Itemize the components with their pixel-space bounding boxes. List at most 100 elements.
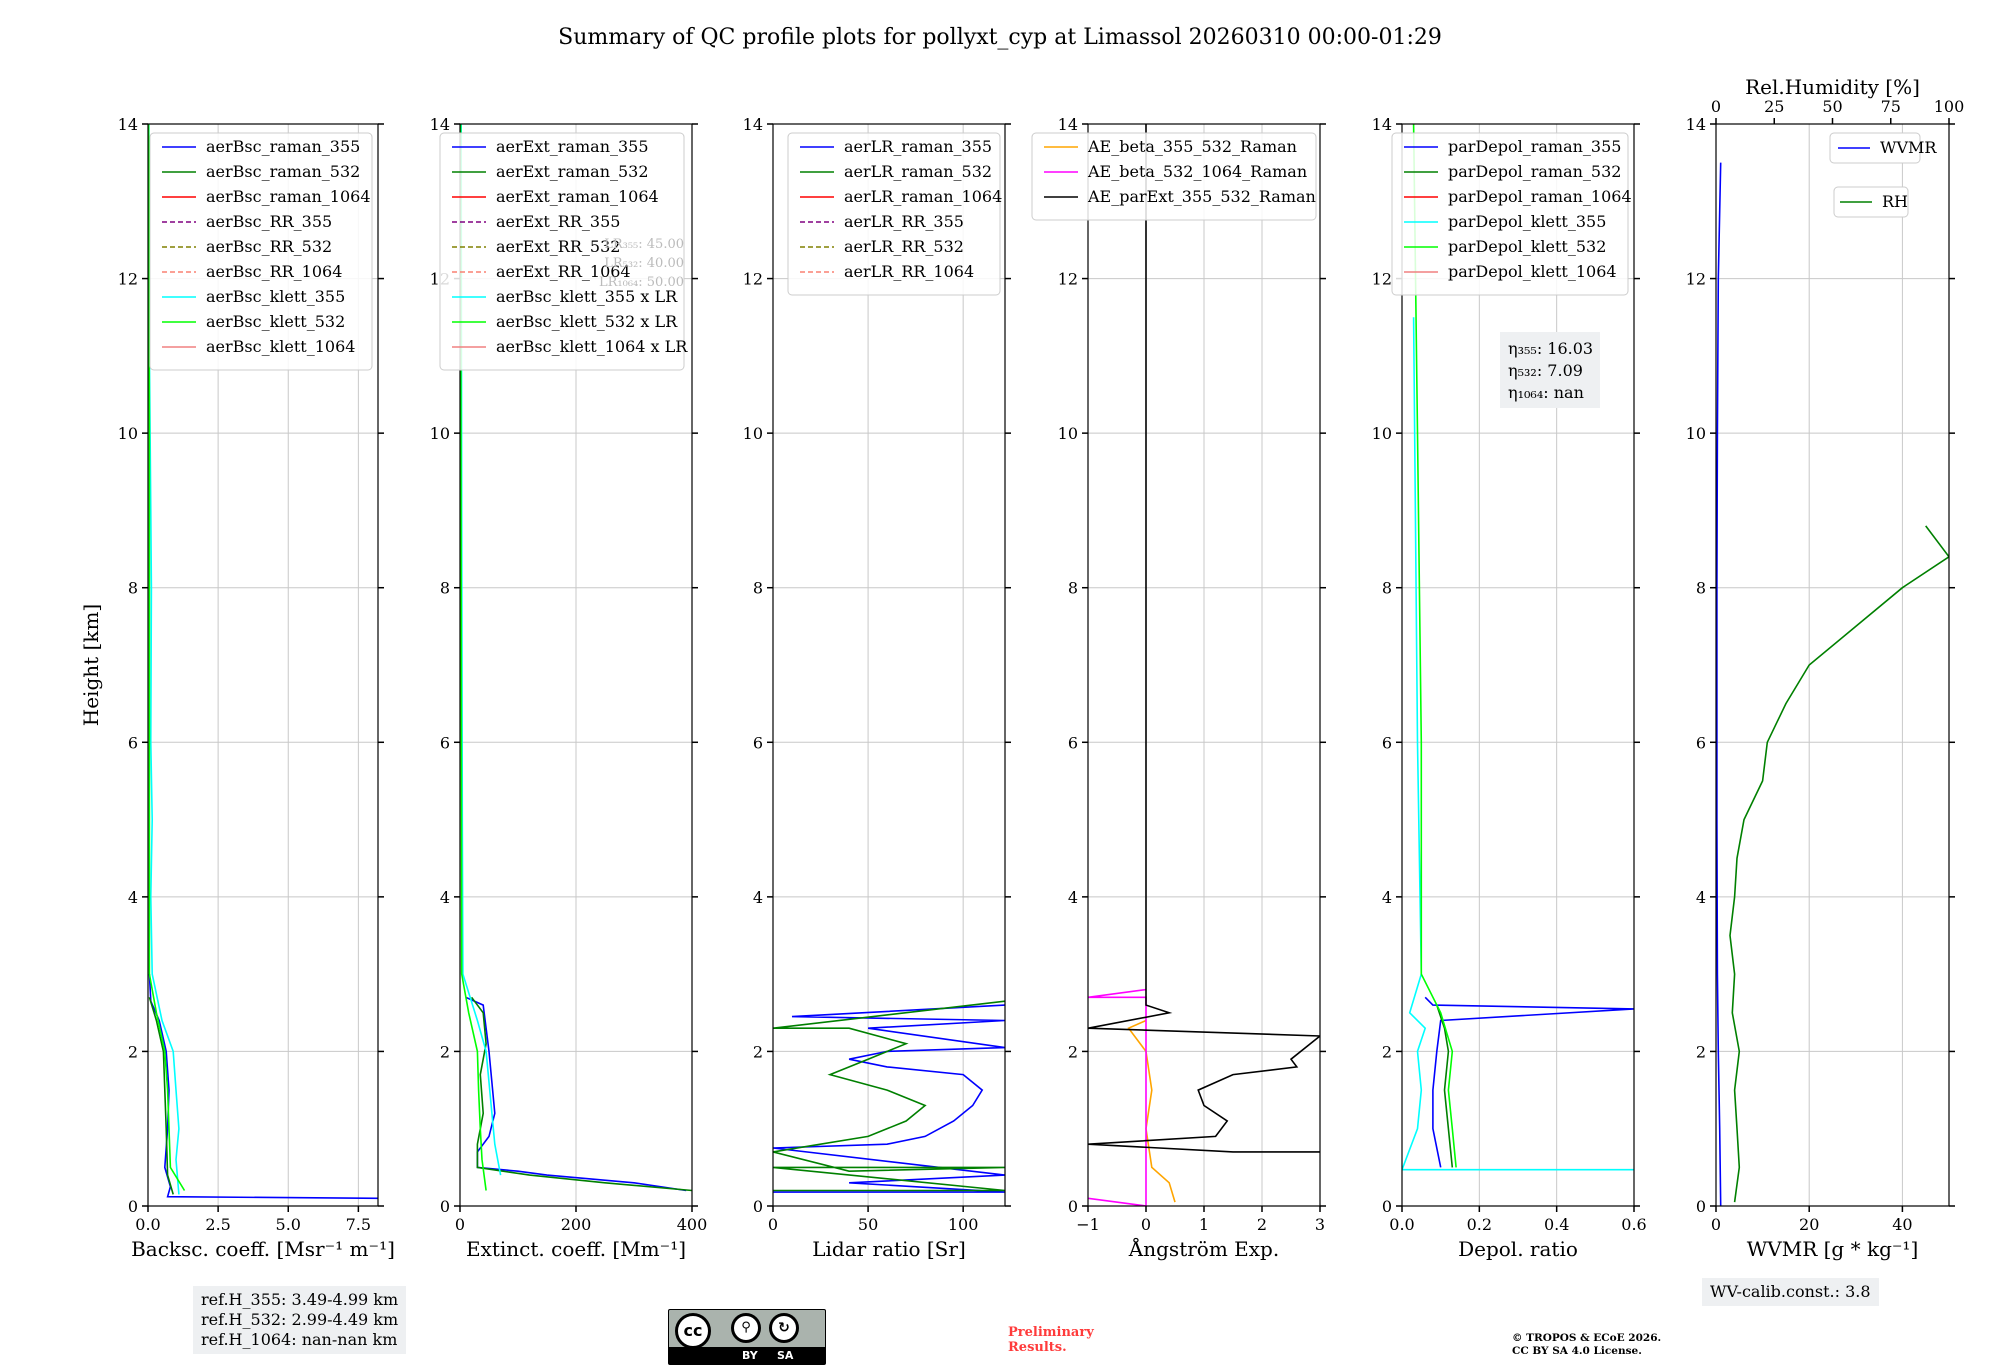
by-person-icon: ⚲ bbox=[731, 1313, 761, 1343]
x-tick-label: 0 bbox=[768, 1215, 778, 1234]
legend-entry: aerBsc_RR_532 bbox=[206, 237, 332, 256]
x-tick-label: 0.6 bbox=[1621, 1215, 1646, 1234]
series-line-aerBsc_raman_355 bbox=[148, 974, 378, 1200]
legend-entry: aerBsc_klett_532 x LR bbox=[496, 312, 678, 331]
legend-entry: aerLR_raman_1064 bbox=[844, 187, 1002, 206]
panel-backscatter: 0 2 4 6 8 10 12 14 0.0 2.5 5.0 7.5 Backsc. coeff. [M… bbox=[79, 115, 395, 1261]
y-tick-label: 10 bbox=[430, 424, 450, 443]
series-line-parDepol_klett_532 bbox=[1412, 124, 1457, 1168]
x-tick-label: 40 bbox=[1892, 1215, 1912, 1234]
top-x-tick-label: 50 bbox=[1822, 97, 1842, 116]
eta-label: η₃₅₅: 16.03 bbox=[1508, 339, 1593, 358]
y-tick-label: 6 bbox=[753, 733, 763, 752]
series-group bbox=[460, 124, 692, 1192]
y-tick-label: 14 bbox=[430, 115, 450, 134]
y-tick-label: 4 bbox=[440, 888, 450, 907]
x-tick-label: 400 bbox=[677, 1215, 708, 1234]
lr-label: LR₅₃₂: 40.00 bbox=[604, 256, 684, 271]
legend-entry: aerBsc_klett_355 x LR bbox=[496, 287, 678, 306]
legend: aerExt_raman_355 aerExt_raman_532 aerExt_r… bbox=[439, 132, 688, 371]
legend-entry: aerExt_raman_532 bbox=[496, 162, 649, 181]
panel-frame bbox=[1401, 123, 1635, 1207]
legend-frame bbox=[149, 132, 373, 371]
legend-entry: aerLR_RR_355 bbox=[844, 212, 964, 231]
x-tick-label: 5.0 bbox=[276, 1215, 301, 1234]
legend-entry: aerLR_RR_532 bbox=[844, 237, 964, 256]
legend: parDepol_raman_355 parDepol_raman_532 parD… bbox=[1391, 132, 1632, 296]
x-axis-label: Lidar ratio [Sr] bbox=[812, 1237, 966, 1261]
x-tick-label: 20 bbox=[1799, 1215, 1819, 1234]
x-tick-label: 0 bbox=[1711, 1215, 1721, 1234]
top-x-tick-label: 100 bbox=[1934, 97, 1965, 116]
y-tick-label: 8 bbox=[1068, 579, 1078, 598]
x-tick-label: 0 bbox=[455, 1215, 465, 1234]
series-group bbox=[1716, 162, 1949, 1206]
x-axis-label: Ångström Exp. bbox=[1128, 1236, 1279, 1261]
legend-entry: parDepol_raman_355 bbox=[1448, 137, 1621, 156]
x-tick-label: 100 bbox=[948, 1215, 979, 1234]
top-axis-label: Rel.Humidity [%] bbox=[1745, 75, 1920, 99]
x-tick-label: 200 bbox=[561, 1215, 592, 1234]
y-tick-label: 2 bbox=[1068, 1042, 1078, 1061]
cc-by-label: BY bbox=[742, 1349, 758, 1362]
series-line-aerExt_raman_532 bbox=[470, 996, 692, 1192]
x-axis-label: WVMR [g * kg⁻¹] bbox=[1747, 1237, 1919, 1261]
y-tick-label: 0 bbox=[1068, 1197, 1078, 1216]
x-tick-label: 3 bbox=[1315, 1215, 1325, 1234]
y-tick-label: 10 bbox=[1372, 424, 1392, 443]
series-line-aerBsc_klett_532 bbox=[148, 124, 186, 1191]
y-tick-label: 14 bbox=[1058, 115, 1078, 134]
series-group bbox=[773, 1000, 1005, 1193]
copyright-line-1: © TROPOS & ECoE 2026. bbox=[1512, 1332, 1662, 1344]
ref-height-355: ref.H_355: 3.49-4.99 km bbox=[201, 1290, 399, 1309]
y-axis-label: Height [km] bbox=[79, 604, 103, 726]
series-group bbox=[148, 124, 378, 1200]
y-tick-label: 8 bbox=[128, 579, 138, 598]
eta-label: η₅₃₂: 7.09 bbox=[1508, 361, 1583, 380]
y-tick-label: 4 bbox=[1696, 888, 1706, 907]
legend-entry: AE_beta_532_1064_Raman bbox=[1087, 162, 1307, 181]
eta-box bbox=[1500, 332, 1600, 408]
cc-license-badge[interactable]: cc ⚲ ↻ BY SA bbox=[668, 1309, 826, 1365]
figure-title: Summary of QC profile plots for pollyxt_… bbox=[558, 25, 1442, 50]
copyright-line-2: CC BY SA 4.0 License. bbox=[1512, 1345, 1642, 1357]
y-tick-label: 4 bbox=[753, 888, 763, 907]
legend-entry: aerExt_RR_1064 bbox=[496, 262, 631, 281]
x-tick-label: 0.2 bbox=[1467, 1215, 1492, 1234]
series-line-aerExt_raman_355 bbox=[465, 996, 687, 1192]
y-tick-label: 2 bbox=[1696, 1042, 1706, 1061]
x-tick-label: 0.4 bbox=[1544, 1215, 1569, 1234]
legend-frame bbox=[787, 132, 1001, 296]
y-tick-label: 8 bbox=[1696, 579, 1706, 598]
y-tick-label: 2 bbox=[440, 1042, 450, 1061]
y-tick-label: 8 bbox=[440, 579, 450, 598]
y-tick-label: 4 bbox=[1068, 888, 1078, 907]
y-tick-label: 10 bbox=[1686, 424, 1706, 443]
sa-share-icon: ↻ bbox=[769, 1313, 799, 1343]
series-group bbox=[1402, 124, 1634, 1171]
preliminary-line-1: Preliminary bbox=[1008, 1325, 1094, 1340]
x-tick-label: 50 bbox=[858, 1215, 878, 1234]
top-x-tick-label: 0 bbox=[1711, 97, 1721, 116]
legend-frame bbox=[439, 132, 685, 371]
y-tick-label: 10 bbox=[1058, 424, 1078, 443]
x-axis-label: Extinct. coeff. [Mm⁻¹] bbox=[466, 1237, 686, 1261]
series-line-aerBsc_raman_532 bbox=[148, 997, 174, 1195]
legend-entry: AE_parExt_355_532_Raman bbox=[1087, 187, 1316, 206]
y-tick-label: 10 bbox=[743, 424, 763, 443]
series-line-AE_beta_355_532_Raman bbox=[1127, 1019, 1176, 1203]
legend: WVMR RH bbox=[1829, 132, 1937, 218]
legend-entry: aerLR_raman_355 bbox=[844, 137, 992, 156]
legend-entry: aerBsc_klett_532 bbox=[206, 312, 345, 331]
series-line-aerBsc_klett_532 x LR bbox=[460, 124, 487, 1191]
legend-entry: aerExt_RR_532 bbox=[496, 237, 620, 256]
x-tick-label: −1 bbox=[1076, 1215, 1100, 1234]
legend-entry: aerLR_raman_532 bbox=[844, 162, 992, 181]
series-line-aerBsc_klett_355 bbox=[148, 124, 180, 1195]
eta-label: η₁₀₆₄: nan bbox=[1508, 383, 1584, 402]
y-tick-label: 14 bbox=[1372, 115, 1392, 134]
series-line-RH bbox=[1729, 525, 1949, 1203]
legend-entry: aerBsc_raman_355 bbox=[206, 137, 360, 156]
